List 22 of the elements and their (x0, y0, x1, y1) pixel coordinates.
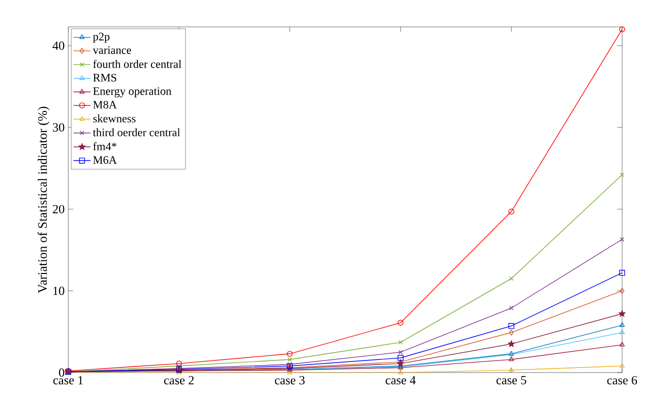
y-tick-label: 20 (52, 204, 64, 214)
legend-label: p2p (93, 32, 110, 43)
y-tick-label: 30 (52, 123, 64, 132)
legend-label: third oerder central (92, 128, 180, 136)
legend-label: skewness (93, 114, 136, 122)
legend-label: Energy operation (93, 87, 172, 98)
y-axis-title: Variation of Statistical indicator (%) (38, 106, 50, 293)
y-tick-label: 40 (52, 41, 64, 50)
legend-label: variance (92, 46, 132, 54)
y-tick-label: 10 (53, 286, 64, 295)
legend-label: fm4* (93, 142, 116, 150)
x-tick-label: case 6 (607, 376, 638, 384)
legend-label: fourth order central (93, 60, 182, 68)
x-tick-label: case 2 (164, 376, 194, 384)
legend-label: M8A (93, 100, 117, 108)
y-tick-label: 0 (58, 368, 64, 377)
x-tick-label: case 5 (496, 376, 526, 384)
legend-label: RMS (93, 74, 116, 82)
x-tick-label: case 1 (53, 376, 83, 384)
x-tick-label: case 3 (274, 376, 305, 384)
legend-label: M6A (93, 156, 117, 164)
x-tick-label: case 4 (386, 376, 416, 384)
